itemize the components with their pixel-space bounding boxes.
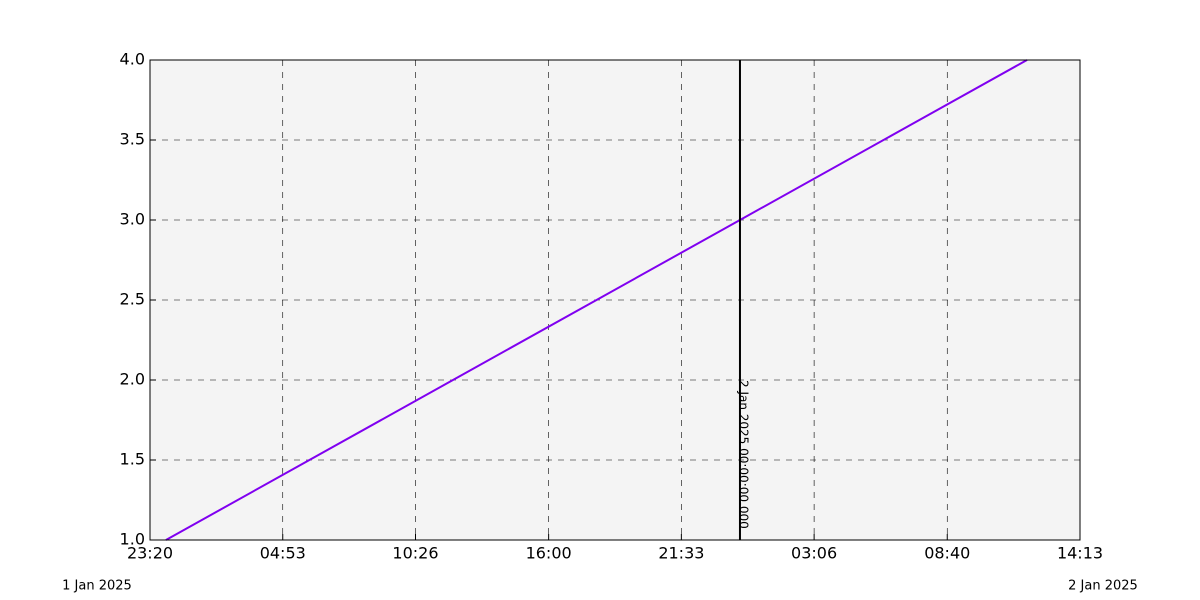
y-tick-label: 2.0 [120, 370, 145, 389]
x-tick-label: 10:26 [392, 544, 438, 563]
y-tick-label: 4.0 [120, 50, 145, 69]
annotation-label: 2 Jan 2025 00:00:00.000 [736, 380, 750, 529]
x-tick-label: 23:20 [127, 544, 173, 563]
plot-frame [149, 59, 1081, 541]
y-tick-label: 2.5 [120, 290, 145, 309]
y-tick-label: 1.0 [120, 530, 145, 549]
date-label: 2 Jan 2025 [1068, 579, 1138, 594]
x-tick-label: 04:53 [260, 544, 306, 563]
y-tick-label: 3.5 [120, 130, 145, 149]
data-line [165, 59, 1028, 541]
y-tick-label: 1.5 [120, 450, 145, 469]
date-label: 1 Jan 2025 [62, 579, 132, 594]
x-tick-label: 21:33 [658, 544, 704, 563]
y-tick-label: 3.0 [120, 210, 145, 229]
x-tick-label: 16:00 [526, 544, 572, 563]
plot-background [150, 60, 1080, 540]
x-tick-label: 08:40 [924, 544, 970, 563]
x-tick-label: 14:13 [1057, 544, 1103, 563]
x-tick-label: 03:06 [791, 544, 837, 563]
